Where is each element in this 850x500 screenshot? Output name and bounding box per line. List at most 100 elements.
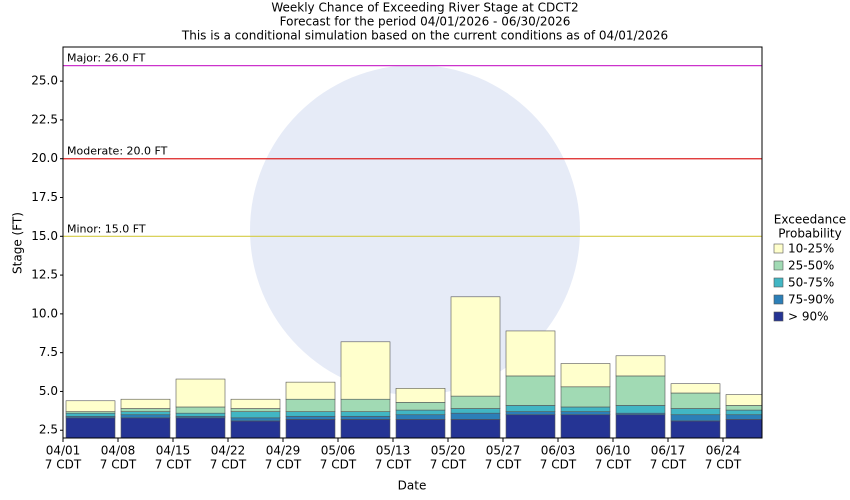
threshold-label: Minor: 15.0 FT [67, 222, 146, 235]
bar-segment [285, 415, 336, 420]
bar-segment [505, 330, 556, 377]
bar-segment [175, 417, 226, 438]
x-tick-label: 05/13 [376, 444, 411, 458]
y-tick-label: 22.5 [31, 112, 58, 126]
bar-segment [505, 411, 556, 416]
legend-swatch [773, 294, 784, 305]
x-tick-label: 7 CDT [540, 458, 577, 472]
bar-segment [615, 414, 666, 438]
bar-segment [230, 420, 281, 438]
bar-segment [615, 405, 666, 414]
bar-segment [285, 411, 336, 417]
bar-segment [450, 412, 501, 420]
bar-segment [670, 414, 721, 422]
x-tick-label: 7 CDT [650, 458, 687, 472]
bar-segment [670, 420, 721, 438]
y-tick-label: 25.0 [31, 74, 58, 88]
x-tick-label: 7 CDT [210, 458, 247, 472]
bar-segment [65, 417, 116, 438]
bar-segment [395, 409, 446, 416]
bar-segment [505, 375, 556, 406]
chart-note: This is a conditional simulation based o… [181, 29, 668, 43]
bar-segment [395, 414, 446, 420]
legend-title: Probability [778, 227, 841, 241]
plot-frame [62, 46, 763, 439]
bar-segment [505, 405, 556, 412]
x-tick-label: 05/20 [431, 444, 466, 458]
legend-swatch [773, 243, 784, 254]
y-tick-label: 10.0 [31, 306, 58, 320]
bar-segment [560, 414, 611, 438]
y-tick-label: 17.5 [31, 190, 58, 204]
legend-label: 25-50% [788, 259, 834, 273]
bar-segment [340, 411, 391, 417]
bar-segment [725, 419, 762, 438]
x-tick-label: 7 CDT [155, 458, 192, 472]
bar-segment [120, 417, 171, 438]
bar-segment [615, 355, 666, 377]
bar-segment [230, 398, 281, 409]
bar-segment [340, 415, 391, 420]
bar-segment [175, 412, 226, 417]
bar-segment [340, 398, 391, 412]
x-tick-label: 06/24 [706, 444, 741, 458]
chart-title: Weekly Chance of Exceeding River Stage a… [271, 1, 578, 15]
bar-segment [120, 398, 171, 409]
x-tick-label: 7 CDT [485, 458, 522, 472]
bar-segment [65, 400, 116, 412]
bar-segment [120, 414, 171, 419]
threshold-label: Moderate: 20.0 FT [67, 145, 168, 158]
bar-segment [230, 411, 281, 419]
bar-segment [285, 381, 336, 400]
bar-segment [120, 411, 171, 416]
x-tick-label: 7 CDT [45, 458, 82, 472]
bar-segment [670, 392, 721, 409]
legend-title: Exceedance [774, 213, 846, 227]
bar-segment [670, 408, 721, 416]
x-tick-label: 7 CDT [265, 458, 302, 472]
bar-segment [725, 405, 762, 411]
bar-segment [725, 414, 762, 420]
x-tick-label: 04/08 [101, 444, 136, 458]
legend-label: > 90% [788, 310, 829, 324]
x-tick-label: 7 CDT [320, 458, 357, 472]
x-tick-label: 04/22 [211, 444, 246, 458]
bar-segment [230, 417, 281, 422]
bar-segment [450, 395, 501, 409]
bar-segment [560, 363, 611, 388]
x-tick-label: 7 CDT [430, 458, 467, 472]
x-tick-label: 7 CDT [375, 458, 412, 472]
x-axis-label: Date [398, 479, 427, 493]
bar-segment [615, 375, 666, 406]
x-tick-label: 06/10 [596, 444, 631, 458]
bar-segment [65, 412, 116, 417]
x-tick-label: 7 CDT [595, 458, 632, 472]
bar-segment [285, 398, 336, 412]
legend-label: 50-75% [788, 276, 834, 290]
y-tick-label: 7.5 [39, 345, 58, 359]
bar-segment [395, 388, 446, 403]
bar-segment [560, 386, 611, 408]
bar-segment [670, 383, 721, 394]
x-tick-label: 04/01 [46, 444, 81, 458]
threshold-label: Major: 26.0 FT [67, 52, 146, 65]
bar-segment [175, 378, 226, 408]
bar-segment [340, 341, 391, 400]
y-tick-label: 20.0 [31, 151, 58, 165]
chart-subtitle: Forecast for the period 04/01/2026 - 06/… [280, 15, 571, 29]
y-tick-label: 15.0 [31, 229, 58, 243]
legend-swatch [773, 260, 784, 271]
y-tick-label: 12.5 [31, 268, 58, 282]
x-tick-label: 7 CDT [100, 458, 137, 472]
x-tick-label: 04/15 [156, 444, 191, 458]
bar-segment [230, 408, 281, 412]
x-tick-label: 06/17 [651, 444, 686, 458]
bar-segment [725, 394, 762, 406]
x-tick-label: 7 CDT [705, 458, 742, 472]
bar-segment [450, 296, 501, 397]
bar-segment [725, 409, 762, 416]
bar-segment [505, 414, 556, 438]
bar-segment [560, 411, 611, 416]
x-tick-label: 04/29 [266, 444, 301, 458]
x-tick-label: 05/27 [486, 444, 521, 458]
